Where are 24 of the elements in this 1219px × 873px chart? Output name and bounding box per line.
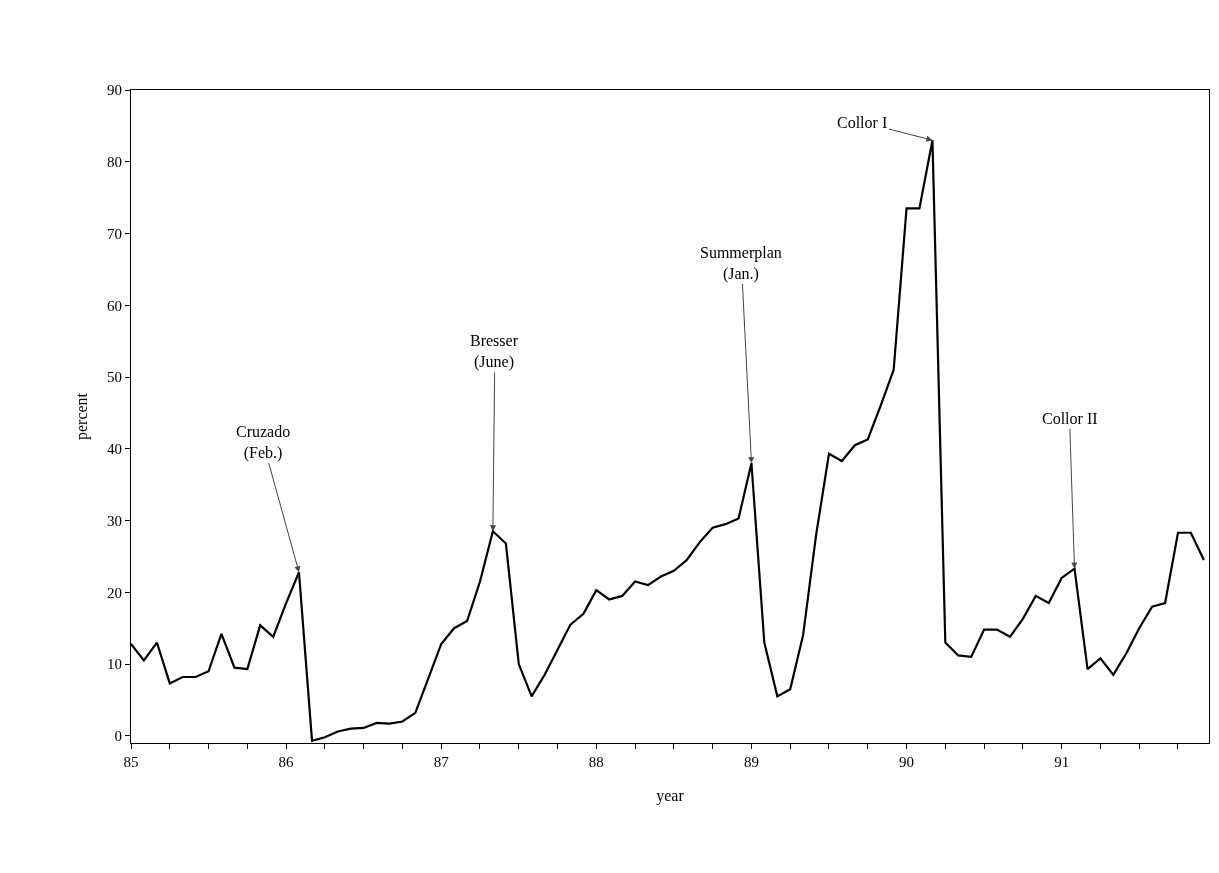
y-tick-label: 70	[107, 225, 122, 242]
annotation: Cruzado (Feb.)	[236, 423, 291, 462]
x-tick-label: 89	[743, 754, 759, 770]
y-tick-label: 50	[107, 369, 122, 386]
annotation: Summerplan (Jan.)	[700, 244, 782, 283]
x-tick-label: 90	[899, 754, 915, 770]
y-tick-label: 80	[107, 154, 122, 171]
y-tick-label: 0	[114, 728, 122, 745]
x-tick-label: 85	[123, 754, 139, 770]
annotation: Collor I	[837, 114, 888, 131]
y-tick-label: 90	[107, 82, 122, 99]
y-tick-label: 60	[107, 297, 122, 314]
y-axis-title: percent	[72, 392, 91, 441]
annotation: Bresser (June)	[470, 332, 519, 371]
y-tick-label: 20	[107, 584, 122, 601]
y-tick-label: 30	[107, 512, 122, 529]
y-tick-label: 40	[107, 441, 122, 458]
x-tick-label: 88	[588, 754, 604, 770]
x-tick-label: 87	[433, 754, 450, 770]
y-tick-label: 10	[107, 656, 122, 673]
annotation: Collor II	[1042, 410, 1098, 427]
x-axis-title: year	[656, 786, 685, 805]
x-tick-label: 86	[278, 754, 295, 770]
x-tick-label: 91	[1054, 754, 1070, 770]
